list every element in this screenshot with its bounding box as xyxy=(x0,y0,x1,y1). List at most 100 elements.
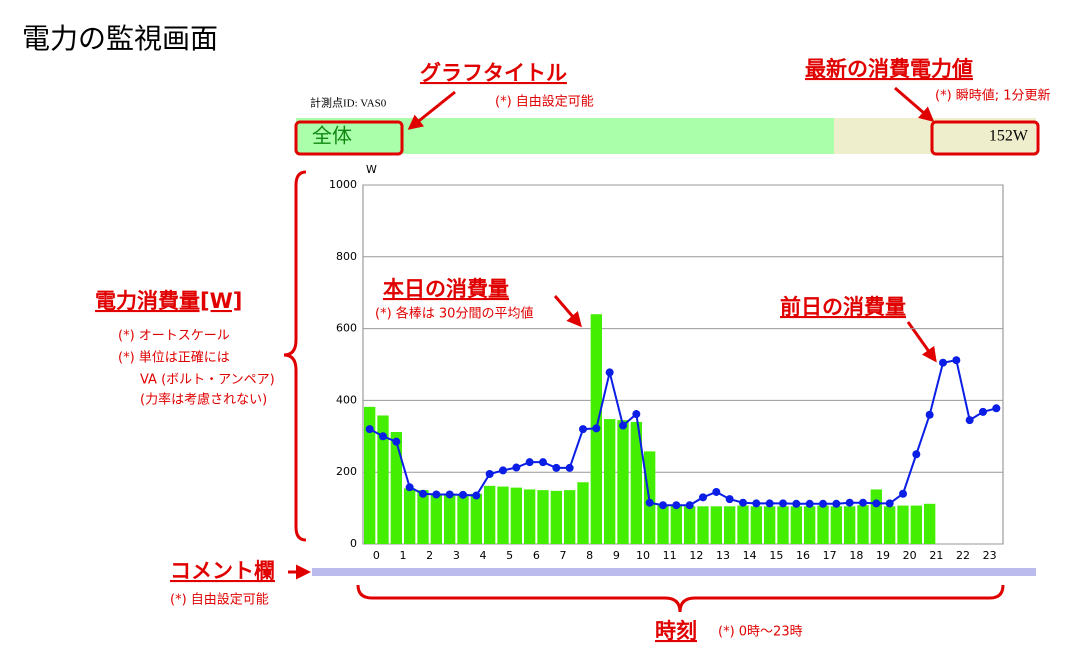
bar xyxy=(404,488,416,544)
x-tick-label: 22 xyxy=(956,549,970,562)
comment-bar xyxy=(312,568,1036,576)
point xyxy=(405,483,414,492)
point xyxy=(819,499,827,508)
bar xyxy=(857,505,869,544)
point xyxy=(459,490,467,499)
value-bar xyxy=(834,118,1036,154)
bar xyxy=(470,493,482,544)
x-tick-label: 3 xyxy=(453,549,460,562)
y-unit: W xyxy=(366,163,377,176)
point xyxy=(552,463,561,472)
bar xyxy=(924,503,936,544)
x-tick-label: 10 xyxy=(636,549,650,562)
point xyxy=(525,458,534,467)
annotation-heading: 前日の消費量 xyxy=(780,295,906,319)
point xyxy=(472,491,481,500)
x-tick-label: 1 xyxy=(400,549,407,562)
bar xyxy=(724,506,736,544)
graph-title: 全体 xyxy=(312,124,352,148)
point xyxy=(925,410,934,419)
x-tick-label: 12 xyxy=(689,549,703,562)
annotation-heading: 時刻 xyxy=(655,619,697,643)
point xyxy=(659,501,667,510)
bar xyxy=(417,490,429,544)
annotation-note: (力率は考慮されない) xyxy=(140,392,267,408)
x-tick-label: 16 xyxy=(796,549,810,562)
point xyxy=(899,489,907,498)
point xyxy=(605,368,614,377)
y-tick-label: 1000 xyxy=(329,178,357,191)
point xyxy=(832,499,841,508)
bar xyxy=(510,487,522,544)
point xyxy=(885,499,894,508)
arrow xyxy=(894,86,935,122)
x-tick-label: 5 xyxy=(506,549,513,562)
annotation-note: (*) 自由設定可能 xyxy=(495,94,594,110)
point xyxy=(739,498,747,507)
point xyxy=(672,501,681,510)
point xyxy=(752,499,761,508)
bar xyxy=(524,489,536,544)
annotation-heading: グラフタイトル xyxy=(420,61,567,85)
bar xyxy=(670,505,682,544)
title-bar xyxy=(296,118,834,154)
x-tick-label: 11 xyxy=(663,549,677,562)
latest-value: 152W xyxy=(989,128,1029,145)
bar xyxy=(617,420,629,544)
bar xyxy=(777,506,789,544)
x-tick-label: 4 xyxy=(480,549,487,562)
point xyxy=(392,437,401,446)
bar xyxy=(910,505,922,544)
point xyxy=(939,358,947,367)
annotation-note: (*) 自由設定可能 xyxy=(170,592,269,608)
point xyxy=(872,499,881,508)
point xyxy=(592,424,601,433)
bar xyxy=(577,482,589,544)
annotation-note: (*) 単位は正確には xyxy=(118,350,230,366)
bar xyxy=(830,506,842,544)
bar xyxy=(537,490,549,544)
point xyxy=(445,490,454,499)
bar xyxy=(884,506,896,544)
point xyxy=(565,463,574,472)
bar xyxy=(657,504,669,544)
point xyxy=(859,498,867,507)
annotation-note: (*) 瞬時値; 1分更新 xyxy=(935,88,1051,104)
annotation-note: (*) 各棒は 30分間の平均値 xyxy=(375,306,533,322)
bar xyxy=(550,490,562,544)
annotation-note: (*) 0時〜23時 xyxy=(718,625,803,640)
brace xyxy=(356,584,1005,613)
x-tick-label: 0 xyxy=(373,549,380,562)
y-tick-label: 400 xyxy=(336,393,357,406)
y-tick-label: 800 xyxy=(336,250,357,263)
point xyxy=(539,458,547,467)
point xyxy=(725,495,734,504)
point xyxy=(645,498,654,507)
point xyxy=(779,499,787,508)
point xyxy=(952,356,961,365)
bar xyxy=(364,406,376,544)
bar xyxy=(710,506,722,544)
annotation-note: (*) オートスケール xyxy=(118,329,230,344)
x-tick-label: 20 xyxy=(903,549,917,562)
point xyxy=(432,490,441,499)
bar xyxy=(897,505,909,544)
bar xyxy=(804,506,816,544)
x-tick-label: 21 xyxy=(929,549,943,562)
x-tick-label: 2 xyxy=(426,549,433,562)
point xyxy=(845,498,854,507)
bar xyxy=(817,505,829,544)
bar xyxy=(684,506,696,544)
point xyxy=(419,489,427,498)
y-tick-label: 200 xyxy=(336,465,357,478)
annotation-arrows xyxy=(283,86,1005,613)
annotation-heading: 電力消費量[W] xyxy=(95,289,242,313)
point xyxy=(365,425,374,434)
x-tick-label: 7 xyxy=(560,549,567,562)
x-tick-label: 14 xyxy=(743,549,757,562)
point xyxy=(485,469,494,478)
bar xyxy=(444,493,456,544)
highlight-box xyxy=(294,120,404,156)
bar xyxy=(377,415,389,544)
